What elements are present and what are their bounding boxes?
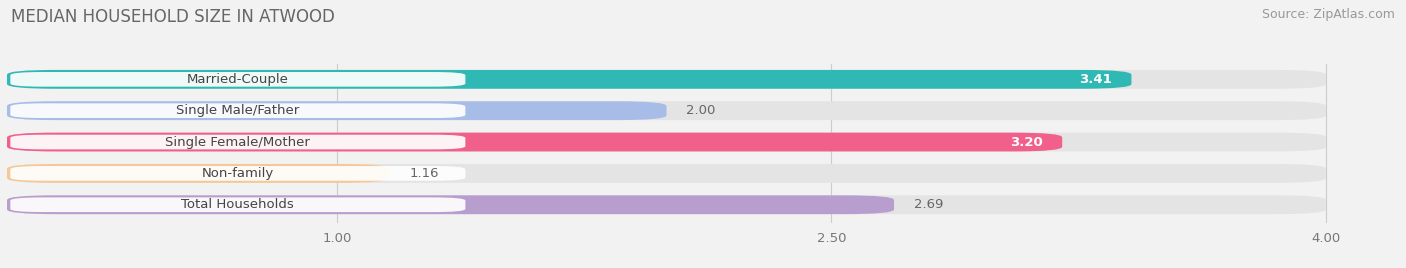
Text: 3.20: 3.20: [1010, 136, 1042, 148]
FancyBboxPatch shape: [7, 164, 1326, 183]
FancyBboxPatch shape: [7, 164, 389, 183]
Text: Source: ZipAtlas.com: Source: ZipAtlas.com: [1261, 8, 1395, 21]
Text: Married-Couple: Married-Couple: [187, 73, 288, 86]
FancyBboxPatch shape: [7, 70, 1132, 89]
FancyBboxPatch shape: [10, 198, 465, 212]
FancyBboxPatch shape: [7, 70, 1326, 89]
FancyBboxPatch shape: [7, 195, 894, 214]
FancyBboxPatch shape: [7, 101, 666, 120]
Text: 2.69: 2.69: [914, 198, 943, 211]
Text: 2.00: 2.00: [686, 104, 716, 117]
Text: Total Households: Total Households: [181, 198, 294, 211]
Text: 1.16: 1.16: [409, 167, 439, 180]
FancyBboxPatch shape: [7, 195, 1326, 214]
Text: MEDIAN HOUSEHOLD SIZE IN ATWOOD: MEDIAN HOUSEHOLD SIZE IN ATWOOD: [11, 8, 335, 26]
FancyBboxPatch shape: [10, 103, 465, 118]
FancyBboxPatch shape: [7, 133, 1062, 151]
FancyBboxPatch shape: [10, 135, 465, 149]
Text: Single Female/Mother: Single Female/Mother: [166, 136, 311, 148]
Text: 3.41: 3.41: [1078, 73, 1112, 86]
FancyBboxPatch shape: [7, 133, 1326, 151]
FancyBboxPatch shape: [10, 72, 465, 87]
Text: Single Male/Father: Single Male/Father: [176, 104, 299, 117]
FancyBboxPatch shape: [10, 166, 465, 181]
FancyBboxPatch shape: [7, 101, 1326, 120]
Text: Non-family: Non-family: [201, 167, 274, 180]
